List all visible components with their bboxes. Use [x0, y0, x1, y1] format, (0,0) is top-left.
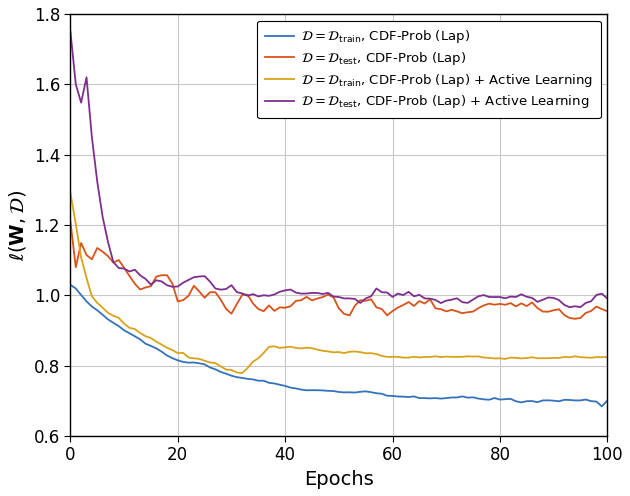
$\mathcal{D} = \mathcal{D}_{\mathrm{test}}$, CDF-Prob (Lap) — [604, 309, 611, 314]
$\mathcal{D} = \mathcal{D}_{\mathrm{train}}$, CDF-Prob (Lap) + Active Learning — [319, 348, 326, 354]
$\mathcal{D} = \mathcal{D}_{\mathrm{test}}$, CDF-Prob (Lap) — [571, 316, 579, 322]
$\mathcal{D} = \mathcal{D}_{\mathrm{train}}$, CDF-Prob (Lap) — [314, 387, 321, 393]
$\mathcal{D} = \mathcal{D}_{\mathrm{test}}$, CDF-Prob (Lap) + Active Learning — [566, 304, 573, 310]
$\mathcal{D} = \mathcal{D}_{\mathrm{test}}$, CDF-Prob (Lap) — [67, 219, 74, 225]
$\mathcal{D} = \mathcal{D}_{\mathrm{train}}$, CDF-Prob (Lap) + Active Learning — [394, 354, 402, 360]
$\mathcal{D} = \mathcal{D}_{\mathrm{test}}$, CDF-Prob (Lap) + Active Learning — [389, 294, 396, 300]
$\mathcal{D} = \mathcal{D}_{\mathrm{test}}$, CDF-Prob (Lap) — [314, 296, 321, 302]
$\mathcal{D} = \mathcal{D}_{\mathrm{train}}$, CDF-Prob (Lap) — [598, 403, 605, 409]
$\mathcal{D} = \mathcal{D}_{\mathrm{test}}$, CDF-Prob (Lap) — [469, 309, 477, 314]
$\mathcal{D} = \mathcal{D}_{\mathrm{train}}$, CDF-Prob (Lap) + Active Learning — [104, 310, 112, 316]
$\mathcal{D} = \mathcal{D}_{\mathrm{test}}$, CDF-Prob (Lap) + Active Learning — [314, 290, 321, 296]
$\mathcal{D} = \mathcal{D}_{\mathrm{train}}$, CDF-Prob (Lap) — [104, 316, 112, 322]
Line: $\mathcal{D} = \mathcal{D}_{\mathrm{test}}$, CDF-Prob (Lap): $\mathcal{D} = \mathcal{D}_{\mathrm{test… — [71, 222, 607, 319]
$\mathcal{D} = \mathcal{D}_{\mathrm{train}}$, CDF-Prob (Lap) + Active Learning — [474, 354, 482, 360]
Line: $\mathcal{D} = \mathcal{D}_{\mathrm{train}}$, CDF-Prob (Lap) + Active Learning: $\mathcal{D} = \mathcal{D}_{\mathrm{trai… — [71, 193, 607, 373]
$\mathcal{D} = \mathcal{D}_{\mathrm{test}}$, CDF-Prob (Lap) + Active Learning — [201, 273, 209, 279]
$\mathcal{D} = \mathcal{D}_{\mathrm{test}}$, CDF-Prob (Lap) + Active Learning — [469, 297, 477, 303]
$\mathcal{D} = \mathcal{D}_{\mathrm{test}}$, CDF-Prob (Lap) — [201, 295, 209, 301]
$\mathcal{D} = \mathcal{D}_{\mathrm{test}}$, CDF-Prob (Lap) + Active Learning — [604, 296, 611, 302]
Line: $\mathcal{D} = \mathcal{D}_{\mathrm{test}}$, CDF-Prob (Lap) + Active Learning: $\mathcal{D} = \mathcal{D}_{\mathrm{test… — [71, 32, 607, 307]
$\mathcal{D} = \mathcal{D}_{\mathrm{train}}$, CDF-Prob (Lap) — [604, 398, 611, 404]
$\mathcal{D} = \mathcal{D}_{\mathrm{train}}$, CDF-Prob (Lap) — [389, 393, 396, 399]
$\mathcal{D} = \mathcal{D}_{\mathrm{train}}$, CDF-Prob (Lap) — [67, 282, 74, 288]
$\mathcal{D} = \mathcal{D}_{\mathrm{test}}$, CDF-Prob (Lap) — [389, 308, 396, 314]
Legend: $\mathcal{D} = \mathcal{D}_{\mathrm{train}}$, CDF-Prob (Lap), $\mathcal{D} = \ma: $\mathcal{D} = \mathcal{D}_{\mathrm{trai… — [257, 20, 600, 118]
$\mathcal{D} = \mathcal{D}_{\mathrm{train}}$, CDF-Prob (Lap) — [201, 362, 209, 368]
Line: $\mathcal{D} = \mathcal{D}_{\mathrm{train}}$, CDF-Prob (Lap): $\mathcal{D} = \mathcal{D}_{\mathrm{trai… — [71, 285, 607, 406]
$\mathcal{D} = \mathcal{D}_{\mathrm{train}}$, CDF-Prob (Lap) — [469, 394, 477, 400]
$\mathcal{D} = \mathcal{D}_{\mathrm{train}}$, CDF-Prob (Lap) + Active Learning — [604, 354, 611, 360]
$\mathcal{D} = \mathcal{D}_{\mathrm{test}}$, CDF-Prob (Lap) + Active Learning — [104, 239, 112, 245]
$\mathcal{D} = \mathcal{D}_{\mathrm{train}}$, CDF-Prob (Lap) + Active Learning — [67, 190, 74, 196]
$\mathcal{D} = \mathcal{D}_{\mathrm{train}}$, CDF-Prob (Lap) + Active Learning — [238, 370, 246, 376]
$\mathcal{D} = \mathcal{D}_{\mathrm{train}}$, CDF-Prob (Lap) + Active Learning — [201, 358, 209, 364]
$\mathcal{D} = \mathcal{D}_{\mathrm{train}}$, CDF-Prob (Lap) — [442, 395, 450, 401]
$\mathcal{D} = \mathcal{D}_{\mathrm{train}}$, CDF-Prob (Lap) + Active Learning — [448, 354, 455, 360]
X-axis label: Epochs: Epochs — [304, 470, 374, 489]
Y-axis label: $\ell(\mathbf{W}, \mathcal{D})$: $\ell(\mathbf{W}, \mathcal{D})$ — [7, 189, 28, 260]
$\mathcal{D} = \mathcal{D}_{\mathrm{test}}$, CDF-Prob (Lap) + Active Learning — [442, 298, 450, 304]
$\mathcal{D} = \mathcal{D}_{\mathrm{test}}$, CDF-Prob (Lap) — [442, 309, 450, 314]
$\mathcal{D} = \mathcal{D}_{\mathrm{test}}$, CDF-Prob (Lap) + Active Learning — [67, 29, 74, 35]
$\mathcal{D} = \mathcal{D}_{\mathrm{test}}$, CDF-Prob (Lap) — [104, 253, 112, 259]
